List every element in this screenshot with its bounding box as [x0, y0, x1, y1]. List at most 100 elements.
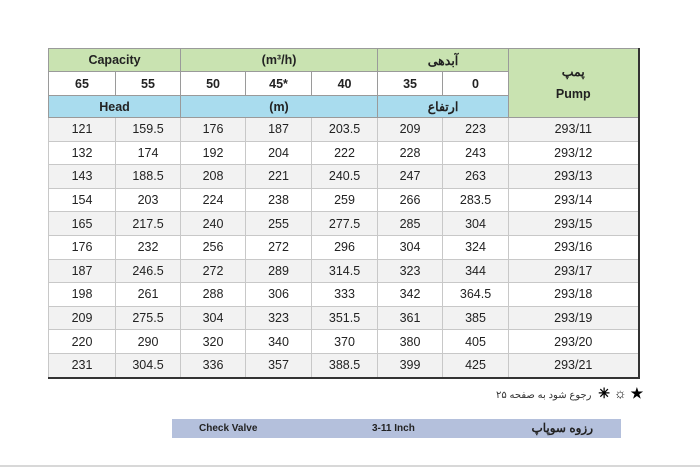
- head-value: 304: [442, 211, 510, 236]
- head-value: 266: [377, 187, 444, 213]
- head-value: 203.5: [311, 117, 379, 142]
- pump-header: پمپ Pump: [508, 48, 640, 118]
- head-value: 238: [245, 187, 313, 213]
- head-value: 204: [245, 140, 313, 166]
- head-value: 159.5: [114, 117, 182, 142]
- table-row: 121 159.5 176 187 203.5 209 223 293/11: [48, 117, 640, 142]
- pump-model: 293/11: [508, 117, 640, 142]
- head-value: 228: [377, 140, 444, 166]
- head-value: 224: [180, 187, 247, 213]
- head-value: 154: [48, 187, 116, 213]
- head-value: 351.5: [311, 305, 379, 331]
- head-value: 187: [48, 258, 116, 284]
- pump-model: 293/12: [508, 140, 640, 166]
- table-row: 198 261 288 306 333 342 364.5 293/18: [48, 282, 640, 307]
- head-value: 296: [311, 234, 379, 260]
- head-value: 256: [180, 234, 247, 260]
- head-value: 243: [442, 140, 510, 166]
- capacity-label-fa: آبدهی: [377, 48, 510, 72]
- head-value: 304.5: [114, 352, 182, 379]
- head-value: 261: [114, 282, 182, 307]
- check-valve-label: Check Valve: [199, 423, 258, 434]
- head-value: 399: [377, 352, 444, 379]
- pump-model: 293/20: [508, 329, 640, 354]
- head-value: 285: [377, 211, 444, 236]
- head-value: 222: [311, 140, 379, 166]
- head-value: 304: [180, 305, 247, 331]
- head-value: 221: [245, 164, 313, 189]
- flow-value: 65: [48, 71, 116, 96]
- pump-model: 293/19: [508, 305, 640, 331]
- table-row: 209 275.5 304 323 351.5 361 385 293/19: [48, 305, 640, 331]
- head-value: 344: [442, 258, 510, 284]
- table-row: 143 188.5 208 221 240.5 247 263 293/13: [48, 164, 640, 189]
- head-value: 290: [114, 329, 182, 354]
- head-value: 223: [442, 117, 510, 142]
- head-value: 323: [245, 305, 313, 331]
- head-value: 370: [311, 329, 379, 354]
- head-value: 364.5: [442, 282, 510, 307]
- head-value: 304: [377, 234, 444, 260]
- check-valve-bar: Check Valve 3-11 Inch رزوه سوپاپ: [172, 419, 621, 438]
- head-value: 174: [114, 140, 182, 166]
- head-value: 192: [180, 140, 247, 166]
- head-value: 283.5: [442, 187, 510, 213]
- head-value: 324: [442, 234, 510, 260]
- pump-model: 293/16: [508, 234, 640, 260]
- head-value: 342: [377, 282, 444, 307]
- pump-label-fa: پمپ: [561, 65, 585, 79]
- pump-model: 293/17: [508, 258, 640, 284]
- head-value: 425: [442, 352, 510, 379]
- head-value: 121: [48, 117, 116, 142]
- head-value: 132: [48, 140, 116, 166]
- head-value: 143: [48, 164, 116, 189]
- pump-label: Pump: [555, 87, 591, 101]
- head-value: 306: [245, 282, 313, 307]
- pump-model: 293/14: [508, 187, 640, 213]
- pump-performance-table: Capacity (m³/h) آبدهی پمپ Pump 65 55 50 45*…: [47, 48, 640, 379]
- head-value: 217.5: [114, 211, 182, 236]
- head-value: 209: [377, 117, 444, 142]
- head-label: Head: [47, 95, 182, 118]
- head-value: 209: [48, 305, 116, 331]
- head-value: 231: [48, 352, 116, 379]
- head-value: 198: [48, 282, 116, 307]
- head-value: 255: [245, 211, 313, 236]
- head-value: 320: [180, 329, 247, 354]
- flow-value: 40: [311, 71, 379, 96]
- table-row: 165 217.5 240 255 277.5 285 304 293/15: [48, 211, 640, 236]
- head-value: 259: [311, 187, 379, 213]
- divider: [0, 465, 700, 467]
- check-valve-label-fa: رزوه سوپاپ: [531, 421, 593, 435]
- head-value: 323: [377, 258, 444, 284]
- pump-model: 293/18: [508, 282, 640, 307]
- thread-size: 3-11 Inch: [372, 423, 415, 434]
- head-value: 208: [180, 164, 247, 189]
- head-value: 247: [377, 164, 444, 189]
- pump-model: 293/13: [508, 164, 640, 189]
- head-value: 361: [377, 305, 444, 331]
- head-value: 288: [180, 282, 247, 307]
- head-value: 340: [245, 329, 313, 354]
- flow-value: 45*: [245, 71, 313, 96]
- head-value: 176: [48, 234, 116, 260]
- pump-model: 293/21: [508, 352, 640, 379]
- footnote: ★ ☼ ✳ رجوع شود به صفحه ۲۵: [496, 385, 643, 402]
- head-value: 289: [245, 258, 313, 284]
- head-value: 357: [245, 352, 313, 379]
- head-label-fa: ارتفاع: [377, 95, 510, 118]
- table-row: 176 232 256 272 296 304 324 293/16: [48, 234, 640, 260]
- flow-value: 0: [442, 71, 510, 96]
- head-value: 203: [114, 187, 182, 213]
- head-unit: (m): [180, 95, 379, 118]
- head-value: 275.5: [114, 305, 182, 331]
- table-row: 220 290 320 340 370 380 405 293/20: [48, 329, 640, 354]
- head-value: 232: [114, 234, 182, 260]
- table-row: 154 203 224 238 259 266 283.5 293/14: [48, 187, 640, 213]
- capacity-label: Capacity: [47, 48, 182, 72]
- flow-value: 55: [114, 71, 182, 96]
- head-value: 336: [180, 352, 247, 379]
- pump-model: 293/15: [508, 211, 640, 236]
- flow-value: 50: [180, 71, 247, 96]
- capacity-unit: (m³/h): [180, 48, 379, 72]
